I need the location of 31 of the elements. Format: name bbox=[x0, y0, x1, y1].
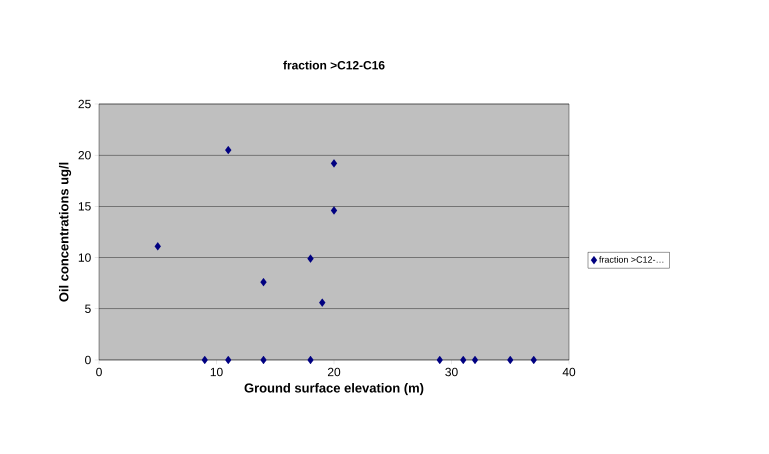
legend-label: fraction >C12-… bbox=[599, 256, 664, 263]
y-tick-label: 10 bbox=[78, 253, 91, 262]
point bbox=[507, 356, 514, 364]
point bbox=[530, 356, 537, 364]
x-tick-label: 0 bbox=[96, 368, 102, 376]
point bbox=[260, 278, 267, 286]
point bbox=[330, 206, 338, 215]
point bbox=[319, 298, 326, 307]
y-tick-label: 25 bbox=[78, 100, 91, 108]
point bbox=[260, 356, 267, 364]
point bbox=[472, 356, 478, 364]
point bbox=[202, 356, 208, 364]
x-tick-label: 10 bbox=[210, 368, 223, 376]
x-tick-label: 30 bbox=[445, 368, 458, 376]
x-axis-title: Ground surface elevation (m) bbox=[244, 383, 424, 396]
point bbox=[307, 254, 314, 263]
x-tick-label: 40 bbox=[562, 368, 576, 376]
y-tick-label: 15 bbox=[78, 202, 91, 211]
point bbox=[330, 159, 338, 168]
point bbox=[307, 356, 314, 364]
y-tick-label: 5 bbox=[85, 304, 91, 313]
point bbox=[460, 356, 466, 364]
y-tick-label: 0 bbox=[85, 356, 91, 364]
point bbox=[154, 242, 161, 251]
y-tick-label: 20 bbox=[78, 150, 91, 160]
point bbox=[225, 356, 232, 364]
x-tick-label: 20 bbox=[328, 368, 340, 376]
y-axis-title: Oil concentrations ug/l bbox=[58, 162, 72, 302]
point bbox=[225, 146, 232, 154]
chart-title: fraction >C12-C16 bbox=[283, 60, 385, 70]
point bbox=[436, 356, 443, 364]
